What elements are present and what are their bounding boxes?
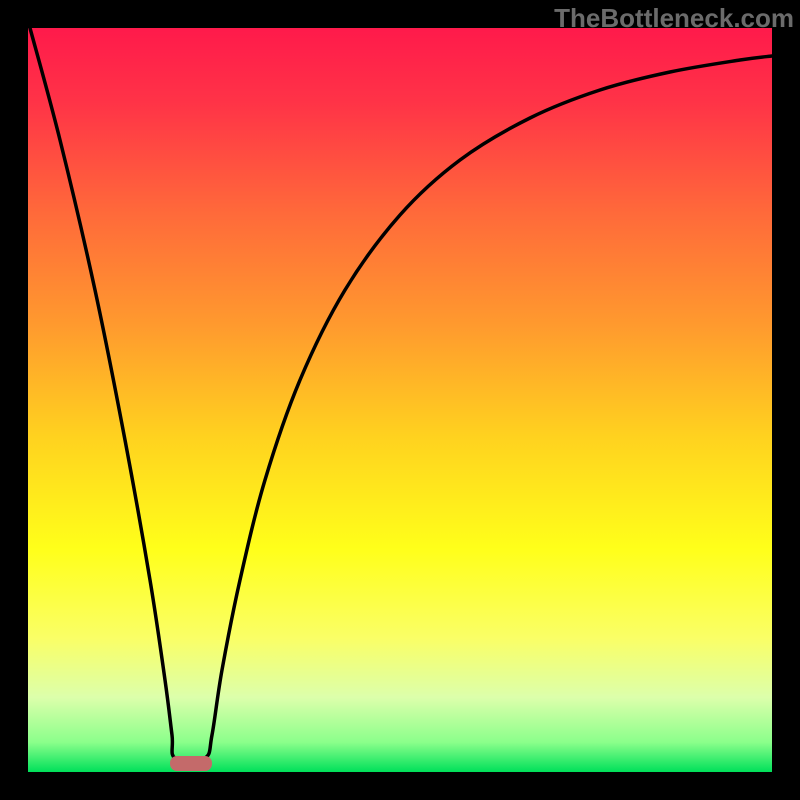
watermark-text: TheBottleneck.com	[554, 3, 794, 34]
chart-frame: TheBottleneck.com	[0, 0, 800, 800]
gradient-background	[28, 28, 772, 772]
optimal-marker	[170, 756, 212, 771]
chart-svg	[0, 0, 800, 800]
